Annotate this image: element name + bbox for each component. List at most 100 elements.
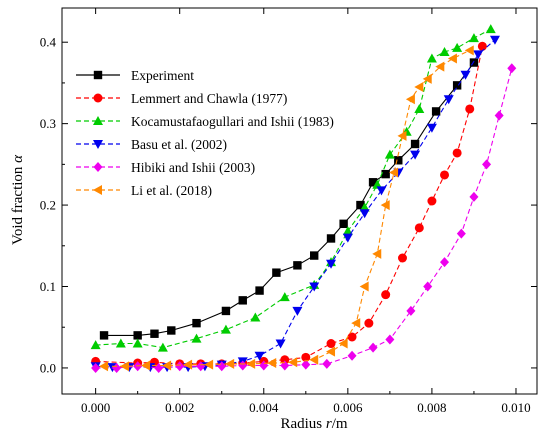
series-5-point xyxy=(385,334,394,344)
series-6-point xyxy=(406,94,415,104)
y-axis-label: Void fraction α xyxy=(10,154,26,245)
series-3-point xyxy=(427,53,437,62)
plot-frame xyxy=(62,8,537,394)
series-3-point xyxy=(385,150,395,159)
legend-marker xyxy=(93,185,102,195)
series-6-point xyxy=(414,82,423,92)
series-5-point xyxy=(369,343,378,353)
y-tick-label: 0.4 xyxy=(40,35,57,50)
series-2-point xyxy=(465,104,474,113)
legend-entry-4: Basu et al. (2002) xyxy=(76,137,227,152)
series-1-point xyxy=(470,58,478,66)
series-5-point xyxy=(507,63,516,73)
series-2-point xyxy=(440,170,449,179)
series-2-point xyxy=(398,254,407,263)
series-6-point xyxy=(99,361,108,371)
series-6-point xyxy=(465,45,474,55)
legend-marker xyxy=(94,162,103,172)
series-2-point xyxy=(415,223,424,232)
legend-label: Lemmert and Chawla (1977) xyxy=(131,91,287,106)
series-4-point xyxy=(490,36,500,45)
series-3-point xyxy=(440,47,450,56)
legend-label: Hibiki and Ishii (2003) xyxy=(131,160,255,175)
series-2-point xyxy=(478,42,487,51)
series-4-point xyxy=(292,307,302,316)
series-6-point xyxy=(360,282,369,292)
series-6-point xyxy=(351,318,360,328)
series-1-point xyxy=(272,268,280,276)
y-tick-label: 0.2 xyxy=(40,198,56,213)
series-1-point xyxy=(381,170,389,178)
legend-label: Li et al. (2018) xyxy=(131,183,212,198)
series-2-point xyxy=(453,148,462,157)
series-1-point xyxy=(432,107,440,115)
series-2-point xyxy=(327,339,336,348)
series-6-point xyxy=(267,358,276,368)
series-4-point xyxy=(473,50,483,59)
legend-marker xyxy=(94,94,103,103)
series-3-point xyxy=(452,43,462,52)
series-5-point xyxy=(423,282,432,292)
series-6-point xyxy=(448,53,457,63)
x-tick-label: 0.000 xyxy=(81,400,110,415)
y-tick-label: 0.3 xyxy=(40,116,56,131)
series-1-point xyxy=(394,156,402,164)
series-1-point xyxy=(100,331,108,339)
series-2-point xyxy=(381,290,390,299)
series-4 xyxy=(91,36,500,372)
series-1-point xyxy=(192,319,200,327)
series-5 xyxy=(91,63,516,373)
y-tick-label: 0.0 xyxy=(40,360,56,375)
x-tick-label: 0.002 xyxy=(165,400,194,415)
y-tick-label: 0.1 xyxy=(40,279,56,294)
series-1-point xyxy=(327,234,335,242)
legend-entry-3: Kocamustafaogullari and Ishii (1983) xyxy=(76,114,334,129)
series-1-point xyxy=(293,261,301,269)
x-axis-label: Radius r/m xyxy=(280,416,347,432)
series-3-point xyxy=(414,104,424,113)
legend-entry-1: Experiment xyxy=(76,68,194,83)
series-1-point xyxy=(255,286,263,294)
series-6-point xyxy=(225,359,234,369)
series-1-point xyxy=(411,140,419,148)
legend-entry-5: Hibiki and Ishii (2003) xyxy=(76,160,255,175)
series-6-point xyxy=(309,355,318,365)
x-tick-label: 0.010 xyxy=(501,400,530,415)
series-4-point xyxy=(360,209,370,218)
series-3-point xyxy=(486,24,496,33)
series-4-point xyxy=(276,340,286,349)
series-3-point xyxy=(133,339,143,348)
series-5-point xyxy=(440,257,449,267)
series-5-point xyxy=(469,192,478,202)
series-5-point xyxy=(322,359,331,369)
legend-entry-6: Li et al. (2018) xyxy=(76,183,212,198)
series-5-point xyxy=(348,351,357,361)
legend-marker xyxy=(94,71,102,79)
series-3-point xyxy=(469,33,479,42)
legend: Experiment Lemmert and Chawla (1977) Kocam… xyxy=(76,68,334,198)
x-tick-label: 0.008 xyxy=(417,400,446,415)
legend-label: Basu et al. (2002) xyxy=(131,137,227,152)
series-1-point xyxy=(239,296,247,304)
series-1-point xyxy=(310,251,318,259)
series-4-point xyxy=(427,124,437,133)
series-5-point xyxy=(495,110,504,120)
series-1-point xyxy=(133,331,141,339)
series-6-point xyxy=(372,249,381,259)
series-3-point xyxy=(280,292,290,301)
axes: 0.000 0.002 0.004 0.006 0.008 0.010 0.0 0.1 0.2 0… xyxy=(40,8,537,415)
legend-entry-2: Lemmert and Chawla (1977) xyxy=(76,91,287,106)
series-2-point xyxy=(364,319,373,328)
series-5-point xyxy=(457,229,466,239)
legend-label: Kocamustafaogullari and Ishii (1983) xyxy=(131,114,334,129)
series-3-point xyxy=(192,334,202,343)
series-6-point xyxy=(326,347,335,357)
series-1-point xyxy=(339,220,347,228)
series-1-point xyxy=(150,330,158,338)
series-2-point xyxy=(348,332,357,341)
series-2-point xyxy=(427,197,436,206)
x-tick-label: 0.006 xyxy=(333,400,363,415)
series-5-point xyxy=(482,159,491,169)
series-4-point xyxy=(376,186,386,195)
